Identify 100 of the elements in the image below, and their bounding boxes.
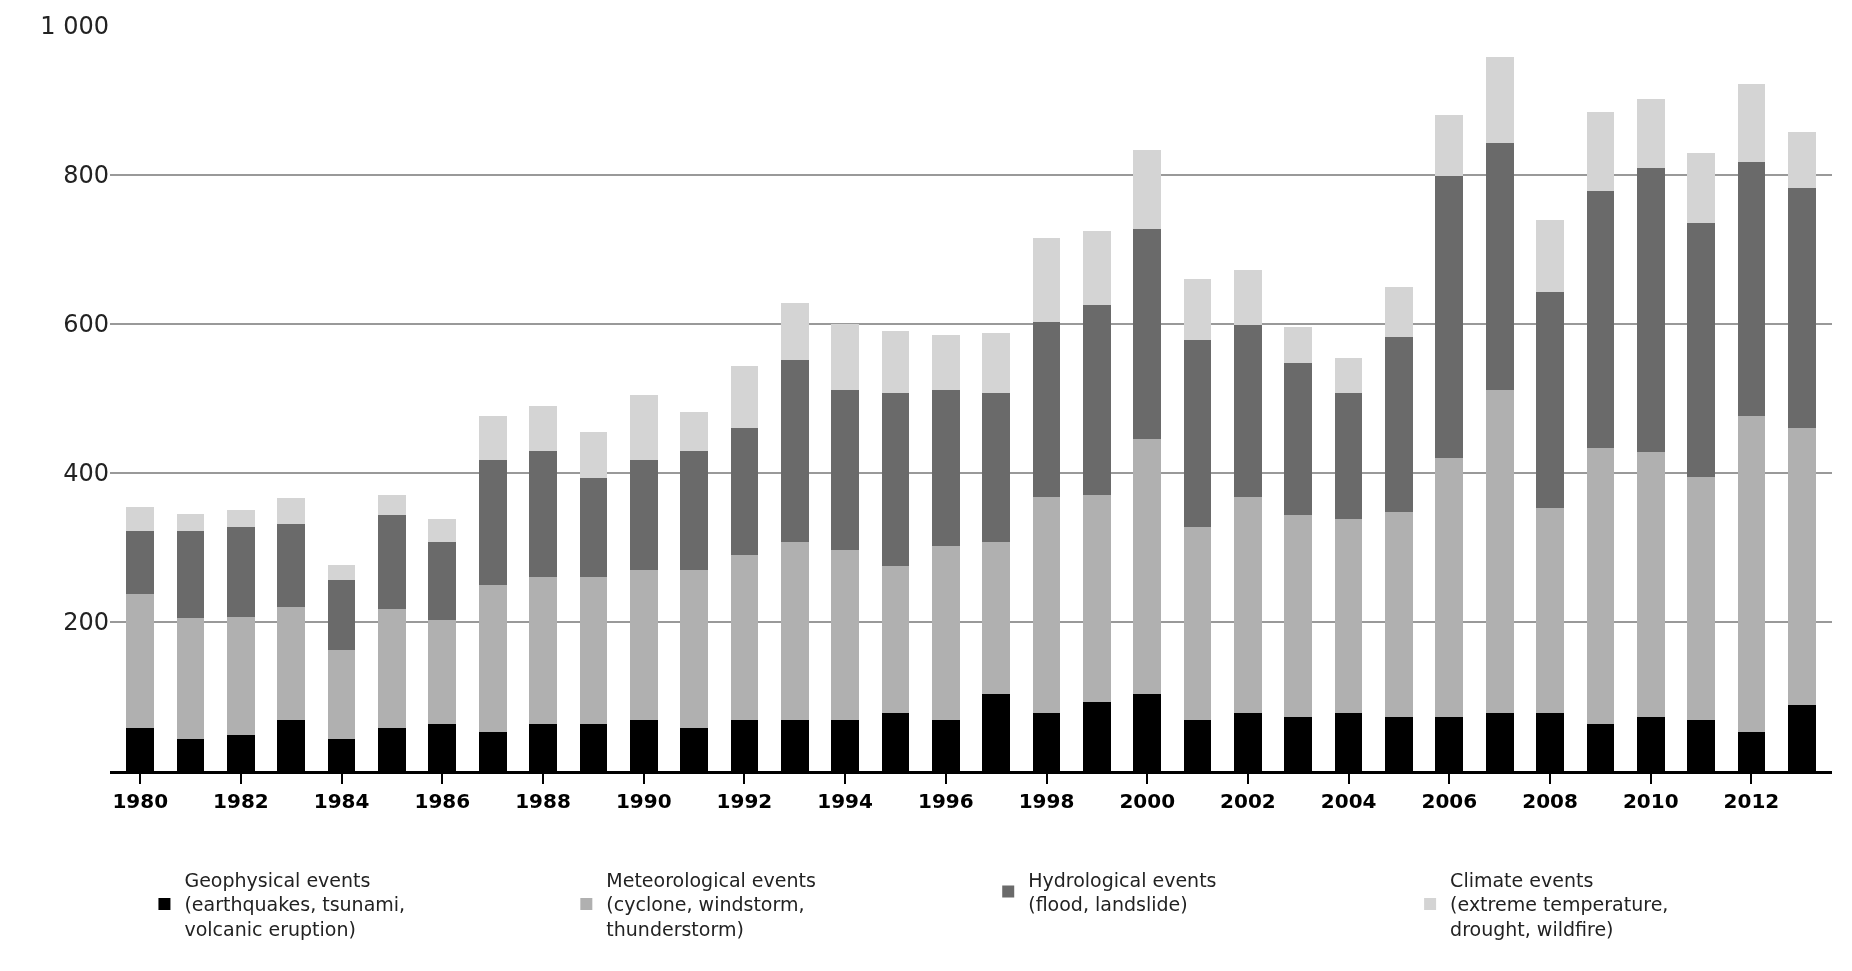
bar [579,432,608,479]
bar [1485,389,1514,713]
bar [680,569,708,728]
bar [1385,512,1413,717]
x-tick-label: 1988 [515,789,571,813]
x-tick-label: 1984 [313,789,370,813]
bar [931,546,960,721]
x-tick-label: 1992 [716,789,773,813]
bar [428,619,457,725]
bar [1586,448,1615,725]
bar [478,584,507,732]
bar [680,411,708,451]
bar [831,324,859,390]
bar [982,393,1011,543]
bar [1687,152,1715,224]
bar [227,527,255,617]
bar [831,549,859,721]
bar [831,389,859,550]
legend-label: Hydrological events (flood, landslide) [1028,868,1217,916]
bar [881,566,910,713]
bar [1183,279,1212,341]
bar [277,607,306,721]
x-tick-label: 2008 [1522,789,1578,813]
bar [1032,496,1061,713]
y-tick-label: 800 [63,161,109,190]
bar [1586,191,1615,449]
bar [1385,336,1413,513]
bar [579,478,608,578]
bar [1133,229,1162,440]
x-tick-label: 1996 [917,789,974,813]
x-tick-label: 2006 [1421,789,1478,813]
bar [931,335,960,390]
bar [1636,167,1665,453]
bar [579,577,608,725]
bar [1334,393,1363,520]
bar [1284,363,1313,516]
bar [730,554,759,721]
bar [1234,325,1262,497]
bar [176,618,205,739]
bar [378,515,406,609]
bar [1083,495,1111,702]
bar [1586,111,1615,192]
bar [1737,84,1766,162]
bar [629,394,658,460]
bar [982,332,1011,394]
bar [1787,131,1816,188]
x-tick-label: 2004 [1320,789,1377,813]
bar [1083,230,1111,306]
bar [931,389,960,547]
bar [1385,286,1413,337]
bar [1133,150,1162,230]
bar [327,650,356,739]
x-tick-label: 2010 [1622,789,1679,813]
bar [327,580,356,651]
x-tick-label: 2002 [1220,789,1276,813]
x-tick-label: 2000 [1119,789,1176,813]
x-tick-label: 1986 [414,789,471,813]
bar [1234,270,1262,326]
y-tick-label: 600 [63,310,109,339]
legend-label: Climate events (extreme temperature, drought, wildfire) [1450,868,1669,941]
bar [176,513,205,532]
bar [1485,142,1514,390]
bar [1234,496,1262,713]
y-tick-label: 200 [63,608,109,637]
bar [1435,115,1464,177]
x-tick-label: 1998 [1018,789,1075,813]
bar [730,366,759,429]
bar [780,303,809,360]
x-tick-label: 1990 [615,789,672,813]
bar [881,393,910,567]
bar [1737,415,1766,732]
bar [629,569,658,721]
y-tick-label: 1 000 [40,12,109,41]
bar [1787,187,1816,429]
bar [1435,458,1464,717]
bar [1284,326,1313,364]
bar [529,577,557,725]
bar [227,616,255,736]
bar [378,495,406,516]
legend-label: Geophysical events (earthquakes, tsunami, volcanic eruption) [184,868,406,941]
bar [1183,527,1212,721]
bar [1536,291,1564,509]
bar [1083,305,1111,496]
bar [428,542,457,620]
bar [277,523,306,608]
bar [1687,476,1715,721]
bar [982,542,1011,695]
bar [680,450,708,570]
x-tick-label: 2012 [1723,789,1780,813]
bar [1636,452,1665,717]
bar [478,459,507,585]
bar [730,428,759,555]
bar [1485,57,1514,143]
bar [478,416,507,460]
bar [126,531,155,595]
bar [1032,238,1061,322]
bar [780,359,809,543]
bar [1636,99,1665,168]
x-tick-label: 1982 [213,789,269,813]
x-tick-label: 1994 [817,789,873,813]
